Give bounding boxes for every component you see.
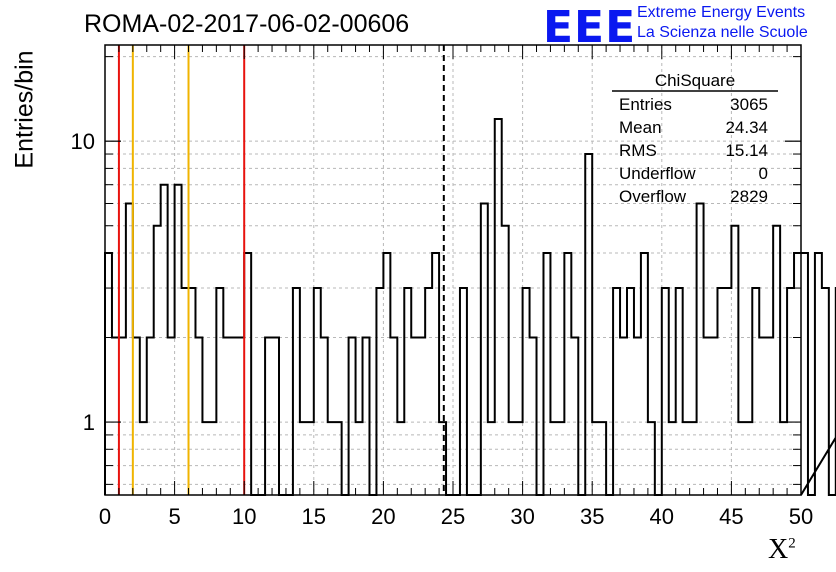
- histogram-bin: [244, 253, 251, 495]
- histogram-bin: [627, 288, 634, 495]
- histogram-bin: [119, 338, 126, 495]
- histogram-bin: [724, 288, 731, 495]
- histogram-bin: [613, 288, 620, 495]
- histogram-bin: [731, 226, 738, 495]
- histogram-bin: [822, 288, 829, 495]
- logo-line-1: Extreme Energy Events: [637, 4, 806, 21]
- histogram-bin: [801, 253, 808, 495]
- histogram-bin: [363, 338, 370, 495]
- histogram-bin: [223, 338, 230, 495]
- stats-row-label: Overflow: [619, 187, 687, 206]
- histogram-bin: [697, 203, 704, 495]
- histogram-bin: [432, 253, 439, 495]
- histogram-bin: [272, 338, 279, 495]
- histogram-bin: [154, 226, 161, 495]
- x-tick-label: 20: [371, 504, 395, 529]
- x-tick-label: 10: [232, 504, 256, 529]
- histogram-bin: [383, 253, 390, 495]
- histogram-bin: [794, 253, 801, 495]
- histogram-bin: [773, 226, 780, 495]
- histogram-bin: [620, 338, 627, 495]
- x-axis-label-text: X: [768, 534, 789, 565]
- y-tick-label: 1: [83, 410, 95, 435]
- histogram-bin: [230, 338, 237, 495]
- histogram-series: [104, 117, 836, 496]
- x-tick-label: 35: [580, 504, 604, 529]
- histogram-bin: [543, 253, 550, 495]
- histogram-bin: [195, 338, 202, 495]
- histogram-bin: [787, 288, 794, 495]
- histogram-bin: [112, 338, 119, 495]
- histogram-bin: [168, 338, 175, 495]
- x-tick-label: 30: [510, 504, 534, 529]
- histogram-bin: [752, 288, 759, 495]
- x-tick-label: 15: [302, 504, 326, 529]
- histogram-bin: [182, 288, 189, 495]
- stats-title: ChiSquare: [655, 71, 735, 90]
- x-tick-label: 25: [441, 504, 465, 529]
- histogram-bin: [662, 288, 669, 495]
- histogram-bin: [717, 288, 724, 495]
- stats-row-value: 3065: [730, 95, 768, 114]
- histogram-bin: [390, 338, 397, 495]
- histogram-bin: [418, 338, 425, 495]
- x-tick-label: 5: [168, 504, 180, 529]
- histogram-bin: [634, 338, 641, 495]
- stats-row-label: Underflow: [619, 164, 696, 183]
- x-tick-label: 40: [650, 504, 674, 529]
- histogram-bin: [523, 288, 530, 495]
- histogram-bin: [571, 338, 578, 495]
- x-tick-label: 0: [99, 504, 111, 529]
- stats-row-label: RMS: [619, 141, 657, 160]
- histogram-bin: [237, 338, 244, 495]
- histogram-bin: [126, 203, 133, 495]
- histogram-bin: [759, 338, 766, 495]
- chart-title: ROMA-02-2017-06-02-00606: [84, 10, 410, 38]
- histogram-bin: [265, 338, 272, 495]
- x-tick-label: 50: [789, 504, 813, 529]
- histogram-bin: [216, 288, 223, 495]
- stats-row-label: Mean: [619, 118, 662, 137]
- histogram-bin: [321, 338, 328, 495]
- histogram-bin: [711, 338, 718, 495]
- histogram-bin: [314, 288, 321, 495]
- x-axis-label-sup: 2: [788, 535, 796, 552]
- histogram-bin: [376, 288, 383, 495]
- stats-row-value: 2829: [730, 187, 768, 206]
- x-tick-label: 45: [719, 504, 743, 529]
- histogram-bin: [502, 226, 509, 495]
- histogram-bin: [161, 185, 168, 495]
- histogram-bin: [481, 203, 488, 495]
- histogram-bin: [175, 185, 182, 495]
- stats-row-value: 15.14: [725, 141, 768, 160]
- logo-line-2: La Scienza nelle Scuole: [637, 24, 808, 41]
- histogram-bin: [460, 288, 467, 495]
- histogram-bin: [105, 253, 112, 495]
- histogram-bin: [425, 288, 432, 495]
- histogram-bin: [564, 253, 571, 495]
- histogram-bin: [411, 338, 418, 495]
- stats-row-label: Entries: [619, 95, 672, 114]
- histogram-bin: [495, 119, 502, 495]
- histogram-bin: [530, 338, 537, 495]
- stats-row-value: 24.34: [725, 118, 768, 137]
- histogram-bin: [641, 253, 648, 495]
- histogram-bin: [766, 338, 773, 495]
- histogram-bin: [189, 288, 196, 495]
- histogram-bin: [815, 253, 822, 495]
- histogram-bin: [704, 338, 711, 495]
- histogram-bin: [585, 154, 592, 495]
- histogram-bin: [133, 338, 140, 495]
- stats-row-value: 0: [759, 164, 768, 183]
- histogram-bin: [293, 288, 300, 495]
- histogram-bin: [349, 338, 356, 495]
- y-tick-label: 10: [71, 129, 95, 154]
- histogram-bin: [676, 288, 683, 495]
- histogram-bin: [404, 288, 411, 495]
- x-axis-label: X2: [768, 534, 796, 566]
- histogram-bin: [147, 338, 154, 495]
